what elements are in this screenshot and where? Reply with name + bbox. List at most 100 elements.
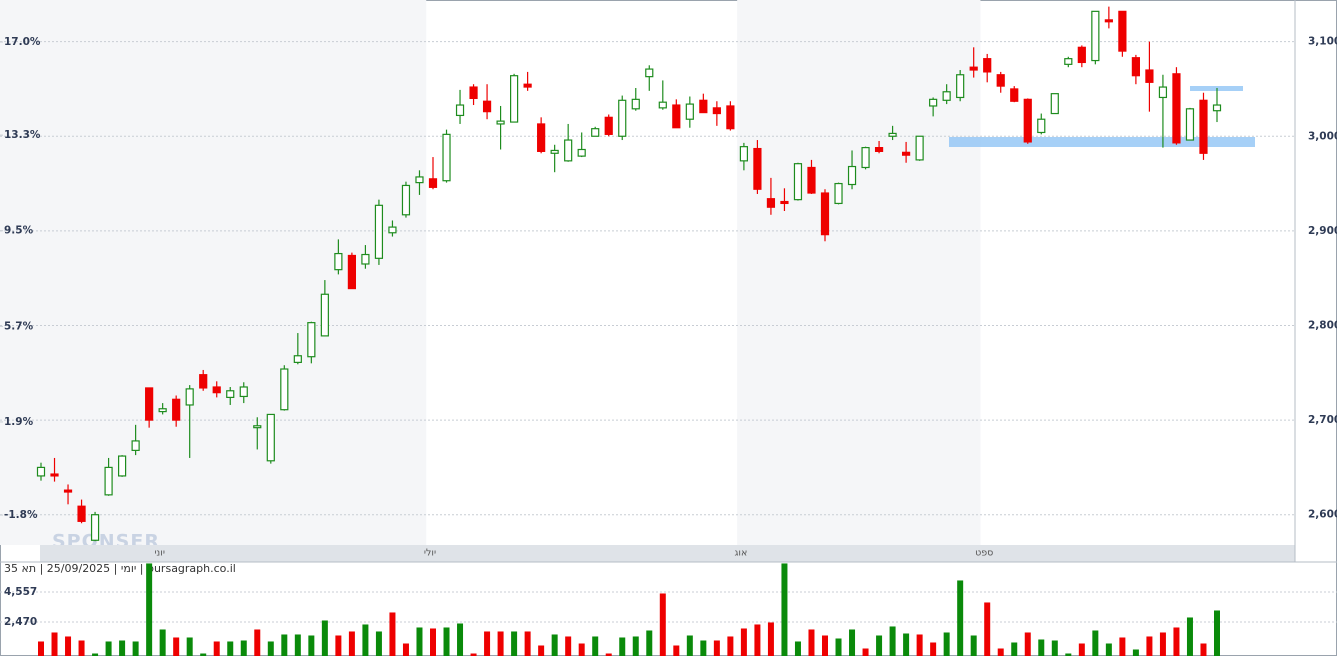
candle-body [388,226,397,234]
volume-bar [186,637,193,656]
candle-body [888,132,897,137]
candle-body [145,387,154,421]
candle-body [618,99,627,137]
volume-bar [686,635,693,656]
volume-bar [565,636,572,656]
volume-bar [903,633,910,656]
volume-bar [538,645,545,656]
volume-bar [1078,643,1085,656]
volume-bar [713,640,720,656]
volume-bar [1105,643,1112,656]
candle-body [1104,19,1113,23]
volume-bar [605,653,612,656]
y2-tick-label: 5.7% [4,320,34,332]
volume-bar [119,640,126,656]
candle-body [915,135,924,161]
candle-body [1118,10,1127,52]
candle-body [510,75,519,123]
y-tick-label: 3,000 [1308,130,1337,142]
y2-tick-label: -1.8% [4,509,38,521]
candle-body [90,514,100,541]
volume-bar [213,641,220,656]
candle-body [1145,69,1154,83]
candle-body [320,293,329,337]
candle-body [415,176,424,184]
candle-body [1199,99,1208,154]
volume-bar [159,629,166,656]
y-tick-label: 2,600 [1308,509,1337,521]
volume-tick-label: 2,470 [4,616,37,628]
candle-body [766,198,776,208]
candle-body [1185,108,1195,141]
date-strip [40,545,1295,562]
grid [0,41,1337,623]
y-tick-label: 2,800 [1308,319,1337,331]
volume-bar [51,632,58,656]
candle-body [401,184,411,216]
volume-bar [1119,637,1126,656]
candle-body [1212,104,1222,112]
candle-body [428,178,438,188]
candle-body [1158,86,1168,99]
candle-body [956,74,965,99]
volume-bar [470,653,477,656]
candle-body [861,147,870,169]
volume-bar [524,631,531,656]
volume-bar [267,641,274,656]
candle-body [158,408,167,413]
candle-body [537,123,546,152]
volume-bar [92,653,99,656]
y-tick-label: 2,900 [1308,225,1337,237]
volume-bar [943,632,950,656]
y-tick-label: 3,100 [1308,36,1337,48]
volume-bar [727,636,734,656]
candle-body [874,147,884,152]
volume-bar [321,620,328,656]
candle-body [753,147,762,190]
volume-bar [957,580,964,656]
volume-bar [1173,627,1180,656]
candle-body [266,413,275,462]
volume-bar [551,634,558,656]
chart-caption: יומי | 25/09/2025 | תא 35 | bursagraph.c… [4,562,236,575]
candle-body [482,100,492,113]
volume-bar [335,635,342,656]
volume-bar [240,640,247,656]
volume-bar [1186,617,1193,656]
candle-body [361,253,370,265]
x-tick-label: ספט [975,548,993,559]
y2-tick-label: 13.3% [4,129,41,141]
volume-bar [294,634,301,656]
y2-tick-label: 17.0% [4,36,41,48]
candle-body [658,101,667,109]
candle-body [253,425,262,429]
candle-body [604,116,613,135]
volume-bar [1146,636,1153,656]
candle-body [834,182,843,205]
candle-body [496,120,505,125]
volume-bar [619,637,626,656]
volume-bar [970,635,977,656]
candle-body [1064,58,1073,65]
candle-body [564,139,573,162]
volume-bar [200,653,207,656]
candle-body [699,99,708,114]
candle-body [780,200,789,205]
volume-bar [740,628,747,656]
volume-bar [849,629,856,656]
volume-bar [443,627,450,656]
candle-body [712,107,721,115]
month-shading [0,0,980,545]
volume-bar [105,641,112,656]
candle-body [50,473,59,477]
volume-bar [1132,649,1139,656]
candle-body [104,466,113,496]
volume-bar [362,624,369,656]
volume-bar [281,634,288,656]
volume-bar [794,641,801,656]
volume-bar [1051,640,1058,656]
volume-bar [822,635,828,656]
volume-bar [1024,632,1031,656]
volume-bar [754,624,761,656]
